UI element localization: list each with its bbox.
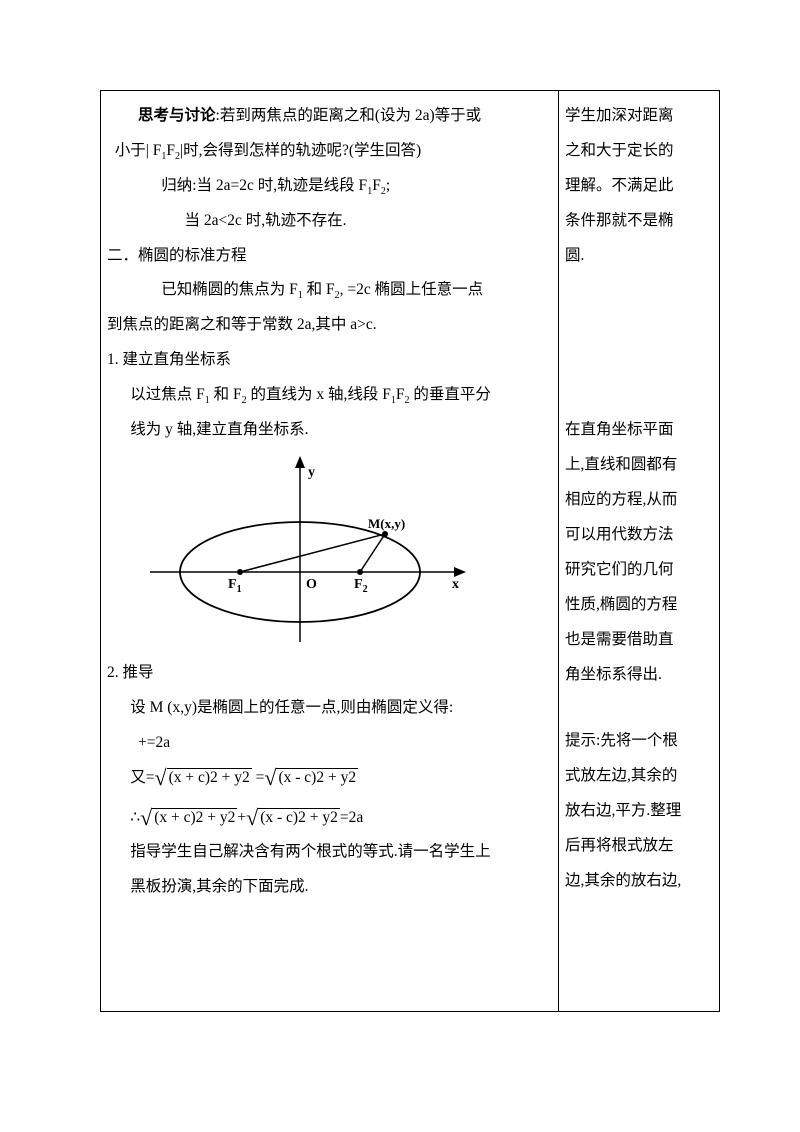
annotation-line: 角坐标系得出. [565, 658, 713, 693]
annotation-line: 也是需要借助直 [565, 623, 713, 658]
annotation-line: 条件那就不是椭 [565, 204, 713, 239]
annotation-line: 相应的方程,从而 [565, 483, 713, 518]
annotation-line: 边,其余的放右边, [565, 864, 713, 899]
discussion-heading-line: 思考与讨论:若到两焦点的距离之和(设为 2a)等于或 [107, 99, 552, 134]
annotation-line: 理解。不满足此 [565, 169, 713, 204]
spacer [565, 273, 713, 413]
content-table: 思考与讨论:若到两焦点的距离之和(设为 2a)等于或 小于| F1F2|时,会得… [100, 90, 720, 1012]
paragraph: 到焦点的距离之和等于常数 2a,其中 a>c. [107, 308, 552, 343]
spacer [565, 692, 713, 724]
annotation-line: 之和大于定长的 [565, 134, 713, 169]
annotation-line: 式放左边,其余的 [565, 759, 713, 794]
paragraph: 已知椭圆的焦点为 F1 和 F2, =2c 椭圆上任意一点 [107, 273, 552, 308]
ellipse-diagram: y x M(x,y) F1 F2 O [130, 452, 552, 652]
discussion-text: :若到两焦点的距离之和(设为 2a)等于或 [216, 107, 482, 124]
annotation-line: 放右边,平方.整理 [565, 794, 713, 829]
main-content-cell: 思考与讨论:若到两焦点的距离之和(设为 2a)等于或 小于| F1F2|时,会得… [101, 91, 559, 1012]
paragraph: 当 2a<2c 时,轨迹不存在. [107, 204, 552, 239]
y-axis-label: y [308, 465, 315, 480]
paragraph: 线为 y 轴,建立直角坐标系. [107, 413, 552, 448]
svg-text:F2: F2 [354, 577, 368, 595]
svg-text:F1: F1 [228, 577, 242, 595]
annotation-line: 圆. [565, 239, 713, 274]
annotation-line: 后再将根式放左 [565, 829, 713, 864]
paragraph: 小于| F1F2|时,会得到怎样的轨迹呢?(学生回答) [107, 134, 552, 169]
paragraph: 以过焦点 F1 和 F2 的直线为 x 轴,线段 F1F2 的垂直平分 [107, 378, 552, 413]
point-m-label: M(x,y) [368, 516, 405, 531]
discussion-label: 思考与讨论 [138, 107, 216, 124]
equation-line: ∴√(x + c)2 + y2+√(x - c)2 + y2=2a [107, 800, 552, 835]
paragraph: 设 M (x,y)是椭圆上的任意一点,则由椭圆定义得: [107, 691, 552, 726]
annotation-line: 研究它们的几何 [565, 553, 713, 588]
annotation-line: 提示:先将一个根 [565, 724, 713, 759]
equation-line: +=2a [107, 726, 552, 761]
annotation-line: 上,直线和圆都有 [565, 448, 713, 483]
paragraph: 黑板扮演,其余的下面完成. [107, 870, 552, 905]
annotation-line: 可以用代数方法 [565, 518, 713, 553]
x-axis-label: x [452, 577, 459, 592]
origin-label: O [306, 577, 317, 592]
equation-line: 又=√(x + c)2 + y2 =√(x - c)2 + y2 [107, 760, 552, 795]
section-heading: 二．椭圆的标准方程 [107, 239, 552, 274]
list-item-heading: 2. 推导 [107, 656, 552, 691]
annotation-line: 性质,椭圆的方程 [565, 588, 713, 623]
paragraph: 归纳:当 2a=2c 时,轨迹是线段 F1F2; [107, 169, 552, 204]
list-item-heading: 1. 建立直角坐标系 [107, 343, 552, 378]
annotation-line: 学生加深对距离 [565, 99, 713, 134]
annotation-line: 在直角坐标平面 [565, 413, 713, 448]
annotation-cell: 学生加深对距离 之和大于定长的 理解。不满足此 条件那就不是椭 圆. 在直角坐标… [559, 91, 720, 1012]
paragraph: 指导学生自己解决含有两个根式的等式.请一名学生上 [107, 835, 552, 870]
